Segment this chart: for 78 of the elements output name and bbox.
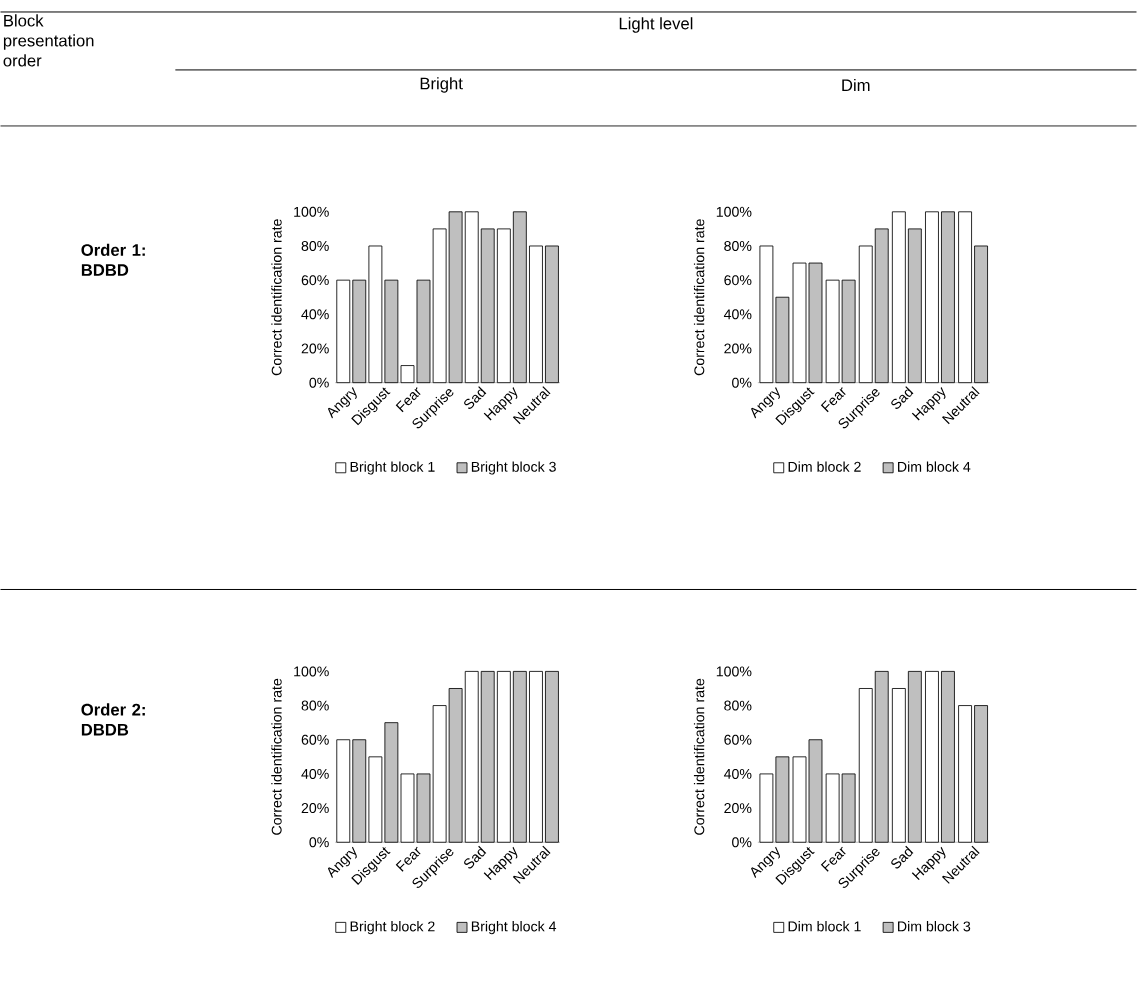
y-tick-label: 20% [724,343,752,354]
y-tick-label: 60% [724,275,752,286]
text: Dim [842,78,870,91]
y-tick-label: 40% [723,768,752,779]
x-tick-label: Sad [464,386,487,409]
bar [512,670,527,843]
y-tick-label: 80% [301,700,329,711]
legend-label: Dim block 3 [898,920,971,932]
text: Light level [619,17,693,33]
y-axis-title: Correct identification rate [271,219,282,376]
text: Bright [420,77,463,93]
bar [907,228,922,384]
text: Order 2: DBDB [81,703,145,736]
x-tick-label: Sad [464,845,487,869]
bar [336,739,351,843]
bar [941,670,955,843]
legend-label: Bright block 1 [350,461,435,475]
bar [529,670,543,843]
y-tick-label: 20% [301,343,329,354]
y-axis-title: Correct identification rate [693,219,705,376]
legend-label: Dim block 4 [898,461,971,472]
bar [464,211,479,384]
bar [545,245,559,384]
y-tick-label: 0% [732,837,752,848]
bar [480,228,495,384]
y-tick-label: 80% [724,240,752,251]
bar [925,670,939,843]
y-axis-title: Correct identification rate [271,678,282,835]
y-tick-label: 80% [301,240,329,251]
bar [941,211,955,384]
bar [529,245,543,384]
text: Block presentation order [3,14,94,67]
bar [891,211,906,384]
legend-label: Bright block 4 [471,920,557,935]
bar [858,245,873,384]
bar [352,739,367,843]
bar [974,245,988,384]
y-tick-label: 0% [309,377,329,388]
bar [512,211,527,384]
y-tick-label: 100% [294,666,329,677]
bar [958,705,972,843]
bar [480,670,495,843]
bar [874,228,889,384]
legend-label: Dim block 2 [788,461,861,472]
legend-label: Dim block 1 [788,920,861,932]
bar [858,688,873,843]
text: Order 1: BDBD [81,243,145,276]
x-tick-label: Sad [891,845,914,869]
bar [545,670,559,843]
bar [874,670,889,843]
legend-label: Bright block 2 [350,920,435,935]
bar [336,279,351,384]
y-tick-label: 80% [724,700,752,711]
y-tick-label: 40% [301,768,329,779]
bar [891,688,906,843]
bar [496,228,511,384]
y-tick-label: 0% [309,837,329,848]
bar [352,279,367,384]
bar [958,211,972,384]
y-tick-label: 60% [301,734,329,745]
bar [925,211,939,384]
x-tick-label: Sad [891,386,914,409]
bar [496,670,511,843]
y-tick-label: 20% [301,803,329,814]
y-tick-label: 40% [723,309,752,320]
bar [907,670,922,843]
y-tick-label: 60% [724,734,752,745]
y-tick-label: 100% [716,666,752,677]
y-tick-label: 40% [301,309,329,320]
y-tick-label: 100% [294,206,329,217]
y-axis-title: Correct identification rate [693,678,705,835]
y-tick-label: 100% [716,206,752,217]
y-tick-label: 20% [724,803,752,814]
y-tick-label: 60% [301,275,329,286]
bar [464,670,479,843]
bar [974,705,988,843]
y-tick-label: 0% [732,377,752,388]
legend-label: Bright block 3 [471,461,556,475]
